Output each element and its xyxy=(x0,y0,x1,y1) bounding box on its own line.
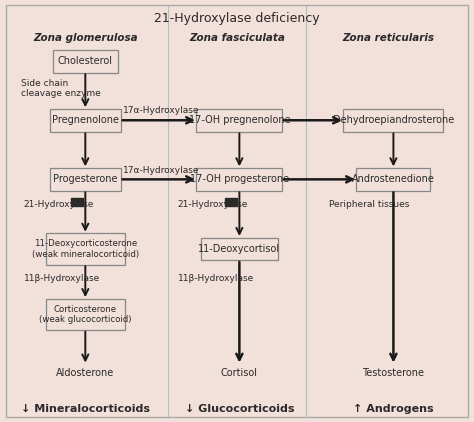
Text: Zona glomerulosa: Zona glomerulosa xyxy=(33,33,137,43)
Text: 17-OH pregnenolone: 17-OH pregnenolone xyxy=(189,115,290,125)
Text: 11-Deoxycortisol: 11-Deoxycortisol xyxy=(198,244,281,254)
Text: Zona reticularis: Zona reticularis xyxy=(343,33,435,43)
Text: Progesterone: Progesterone xyxy=(53,174,118,184)
Text: Zona fasciculata: Zona fasciculata xyxy=(189,33,285,43)
FancyBboxPatch shape xyxy=(46,233,125,265)
Text: 11β-Hydroxylase: 11β-Hydroxylase xyxy=(24,274,100,283)
Text: Side chain
cleavage enzyme: Side chain cleavage enzyme xyxy=(21,79,101,98)
FancyBboxPatch shape xyxy=(343,109,443,132)
FancyBboxPatch shape xyxy=(46,299,125,330)
FancyBboxPatch shape xyxy=(49,168,121,191)
Text: 11β-Hydroxylase: 11β-Hydroxylase xyxy=(178,274,254,283)
Text: Pregnenolone: Pregnenolone xyxy=(52,115,119,125)
Text: 21-Hydroxylase: 21-Hydroxylase xyxy=(24,200,94,209)
Text: Cortisol: Cortisol xyxy=(221,368,258,379)
Text: 11-Deoxycorticosterone
(weak mineralocorticoid): 11-Deoxycorticosterone (weak mineralocor… xyxy=(32,239,139,259)
FancyBboxPatch shape xyxy=(201,238,277,260)
Text: ↓ Mineralocorticoids: ↓ Mineralocorticoids xyxy=(21,404,150,414)
Text: Testosterone: Testosterone xyxy=(363,368,424,379)
Text: Corticosterone
(weak glucocorticoid): Corticosterone (weak glucocorticoid) xyxy=(39,305,132,324)
Text: 17α-Hydroxylase: 17α-Hydroxylase xyxy=(123,106,200,115)
Text: Dehydroepiandrosterone: Dehydroepiandrosterone xyxy=(333,115,454,125)
Bar xyxy=(71,198,83,206)
Text: ↑ Androgens: ↑ Androgens xyxy=(353,404,434,414)
FancyBboxPatch shape xyxy=(196,109,282,132)
FancyBboxPatch shape xyxy=(356,168,430,191)
Text: 17α-Hydroxylase: 17α-Hydroxylase xyxy=(123,165,200,175)
FancyBboxPatch shape xyxy=(49,109,121,132)
Text: 21-Hydroxylase: 21-Hydroxylase xyxy=(178,200,248,209)
FancyBboxPatch shape xyxy=(196,168,282,191)
Text: ↓ Glucocorticoids: ↓ Glucocorticoids xyxy=(184,404,294,414)
Text: 17-OH progesterone: 17-OH progesterone xyxy=(190,174,289,184)
Text: Peripheral tissues: Peripheral tissues xyxy=(329,200,410,209)
FancyBboxPatch shape xyxy=(53,50,118,73)
Text: 21-Hydroxylase deficiency: 21-Hydroxylase deficiency xyxy=(154,13,320,25)
Text: Androstenedione: Androstenedione xyxy=(352,174,435,184)
Text: Aldosterone: Aldosterone xyxy=(56,368,114,379)
Bar xyxy=(225,198,237,206)
Text: Cholesterol: Cholesterol xyxy=(58,56,113,66)
